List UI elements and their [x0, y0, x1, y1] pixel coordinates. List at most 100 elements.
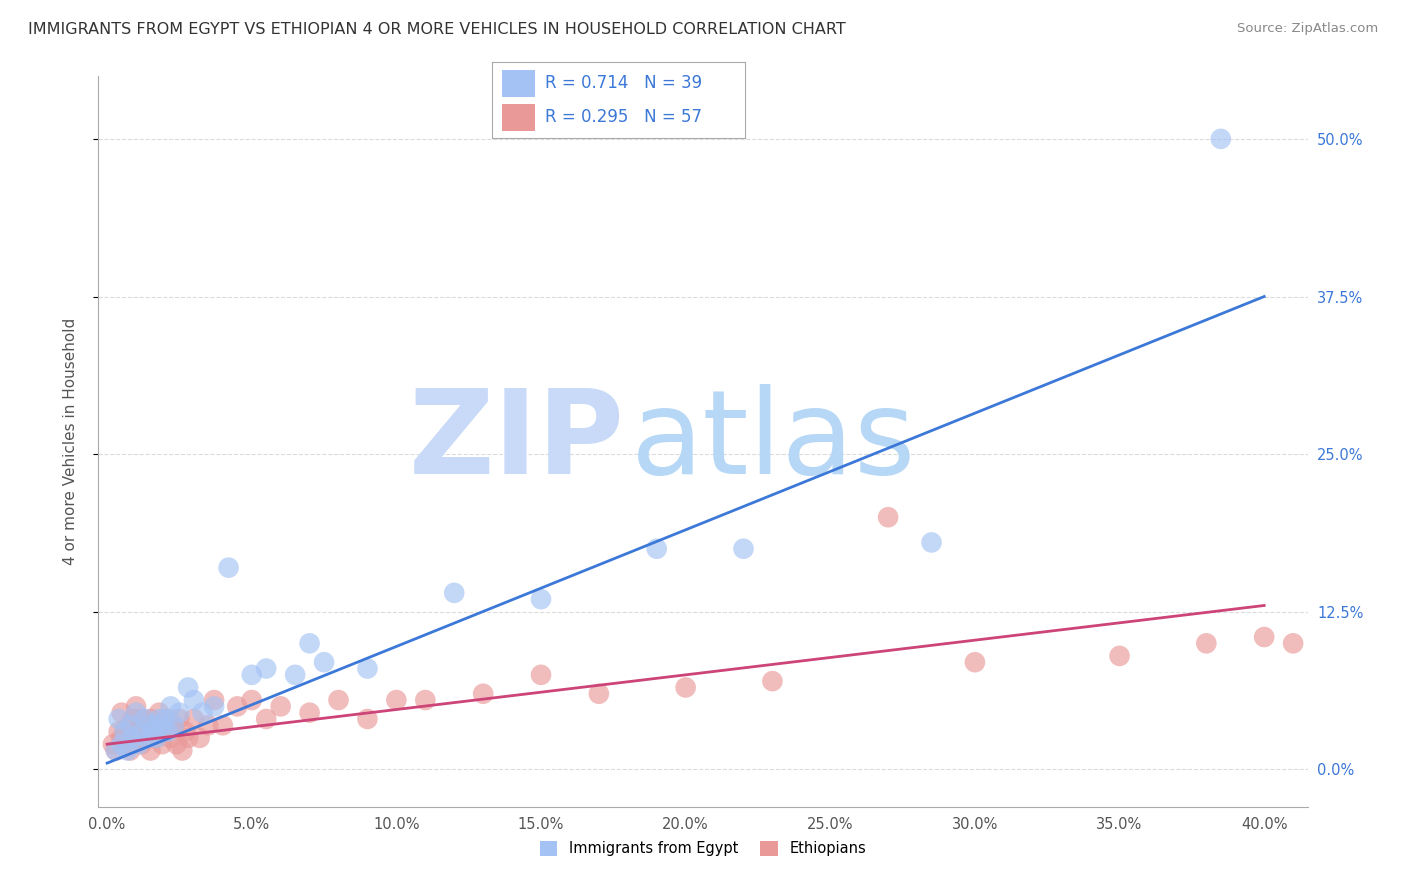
Point [177, 681, 200, 695]
Point [131, 737, 153, 751]
Point [218, 560, 240, 574]
Point [733, 541, 755, 556]
Point [150, 718, 173, 732]
Text: Source: ZipAtlas.com: Source: ZipAtlas.com [1237, 22, 1378, 36]
Point [1282, 636, 1305, 650]
Point [174, 724, 197, 739]
Point [107, 712, 129, 726]
Point [131, 724, 153, 739]
Point [122, 731, 145, 745]
Point [153, 724, 176, 739]
Point [385, 693, 408, 707]
Text: R = 0.295   N = 57: R = 0.295 N = 57 [546, 108, 702, 126]
Point [128, 737, 150, 751]
Point [254, 712, 277, 726]
Point [117, 737, 139, 751]
Point [312, 655, 335, 669]
Point [107, 724, 129, 739]
Point [211, 718, 233, 732]
Point [125, 706, 148, 720]
Point [159, 731, 181, 745]
Point [142, 724, 165, 739]
Point [356, 712, 378, 726]
Point [166, 737, 188, 751]
Point [128, 724, 150, 739]
Point [191, 706, 214, 720]
Point [125, 699, 148, 714]
Point [125, 731, 148, 745]
Point [150, 737, 173, 751]
Point [443, 586, 465, 600]
Point [120, 743, 142, 757]
Point [298, 636, 321, 650]
Point [172, 743, 194, 757]
Point [122, 712, 145, 726]
Point [530, 668, 553, 682]
Point [139, 718, 162, 732]
Point [117, 743, 139, 757]
Point [134, 712, 156, 726]
Point [877, 510, 900, 524]
Point [156, 724, 179, 739]
Point [298, 706, 321, 720]
Y-axis label: 4 or more Vehicles in Household: 4 or more Vehicles in Household [63, 318, 77, 566]
Point [110, 731, 132, 745]
Point [104, 743, 127, 757]
Point [169, 706, 191, 720]
Point [328, 693, 350, 707]
Point [110, 737, 132, 751]
Point [153, 712, 176, 726]
Point [162, 718, 184, 732]
Point [472, 687, 495, 701]
Point [588, 687, 610, 701]
Point [963, 655, 986, 669]
Point [254, 661, 277, 675]
Point [356, 661, 378, 675]
Point [114, 724, 136, 739]
Point [120, 718, 142, 732]
Point [645, 541, 668, 556]
Point [114, 724, 136, 739]
Point [183, 712, 205, 726]
Point [761, 674, 783, 689]
Point [101, 737, 124, 751]
Point [131, 712, 153, 726]
Point [240, 693, 263, 707]
Point [1209, 132, 1232, 146]
Point [145, 731, 167, 745]
Point [145, 731, 167, 745]
Legend: Immigrants from Egypt, Ethiopians: Immigrants from Egypt, Ethiopians [534, 835, 872, 863]
Point [270, 699, 292, 714]
Point [142, 718, 165, 732]
Point [136, 731, 159, 745]
Point [162, 718, 184, 732]
Point [110, 706, 132, 720]
Point [104, 743, 127, 757]
Point [156, 712, 179, 726]
Point [148, 706, 170, 720]
Point [136, 731, 159, 745]
Point [530, 592, 553, 607]
Text: ZIP: ZIP [408, 384, 624, 499]
Point [134, 718, 156, 732]
Point [226, 699, 249, 714]
Point [177, 731, 200, 745]
Point [413, 693, 436, 707]
Point [197, 718, 219, 732]
Point [183, 693, 205, 707]
Point [139, 743, 162, 757]
Point [675, 681, 697, 695]
Point [148, 712, 170, 726]
Point [202, 693, 225, 707]
Point [159, 699, 181, 714]
FancyBboxPatch shape [502, 70, 536, 96]
Point [921, 535, 943, 549]
Text: IMMIGRANTS FROM EGYPT VS ETHIOPIAN 4 OR MORE VEHICLES IN HOUSEHOLD CORRELATION C: IMMIGRANTS FROM EGYPT VS ETHIOPIAN 4 OR … [28, 22, 846, 37]
Point [120, 718, 142, 732]
Point [284, 668, 307, 682]
FancyBboxPatch shape [502, 104, 536, 130]
Point [202, 699, 225, 714]
Text: atlas: atlas [630, 384, 915, 499]
Point [240, 668, 263, 682]
Text: R = 0.714   N = 39: R = 0.714 N = 39 [546, 74, 703, 92]
